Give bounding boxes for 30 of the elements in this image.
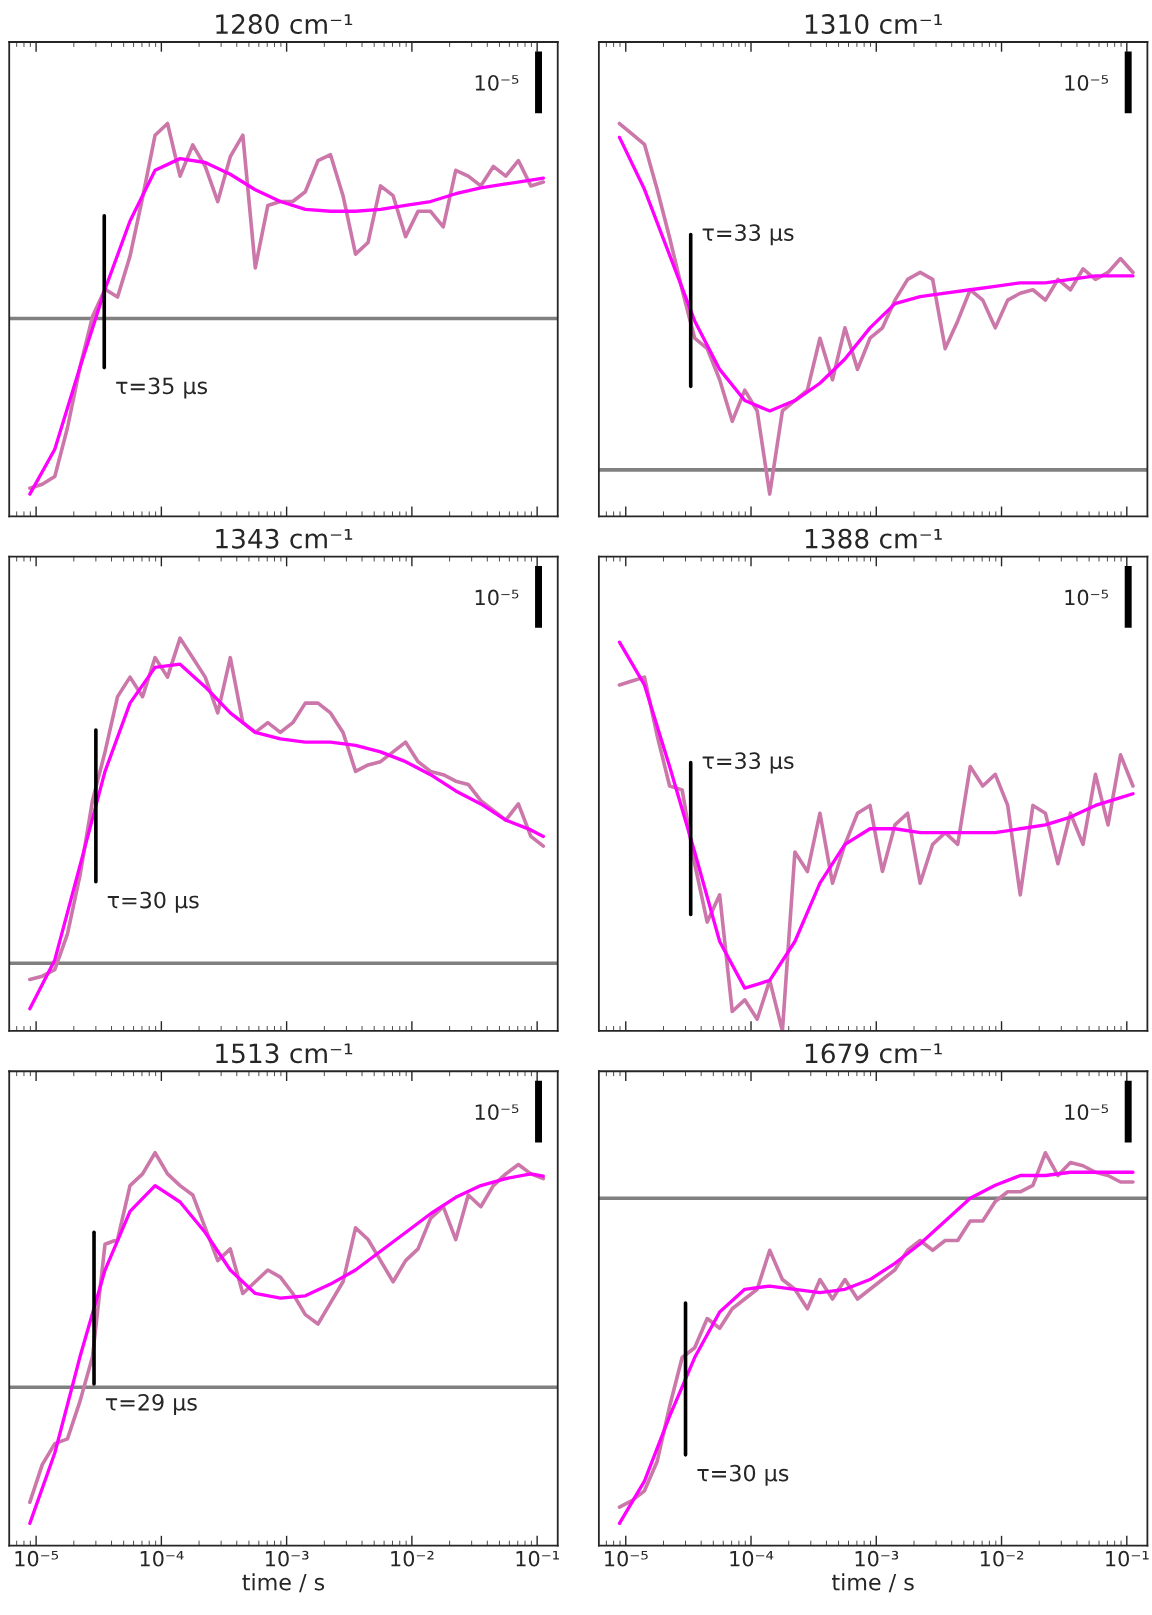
chart-title: 1343 cm⁻¹ — [216, 528, 353, 549]
ref-line-label: τ=29 μs — [105, 1393, 197, 1416]
text: 10⁻⁵ — [475, 74, 519, 91]
x-tick-label: 10⁻³ — [855, 1550, 899, 1567]
chart-title: 1388 cm⁻¹ — [805, 528, 942, 549]
x-tick-label: 10⁻¹ — [516, 1550, 559, 1567]
ref-line-label: τ=33 μs — [702, 224, 794, 246]
ref-line-label: τ=35 μs — [116, 377, 208, 399]
x-tick-label: 10⁻² — [980, 1550, 1024, 1567]
x-tick-label: 10⁻⁵ — [605, 1550, 648, 1567]
x-tick-label: 10⁻² — [391, 1550, 434, 1567]
x-axis-title: time / s — [832, 1573, 914, 1593]
x-tick-label: 10⁻⁴ — [730, 1550, 774, 1567]
chart-title: 1679 cm⁻¹ — [805, 1043, 942, 1064]
chart-title: 1280 cm⁻¹ — [216, 14, 353, 35]
ref-line-label: τ=33 μs — [702, 752, 794, 774]
text: 10⁻⁵ — [1065, 1104, 1108, 1120]
x-tick-label: 10⁻⁴ — [140, 1550, 184, 1567]
x-axis-title: time / s — [242, 1573, 325, 1593]
text: 10⁻⁵ — [1065, 74, 1108, 91]
text: 10⁻⁵ — [1065, 589, 1108, 606]
x-tick-label: 10⁻⁵ — [15, 1550, 59, 1567]
chart-title: 1310 cm⁻¹ — [805, 14, 942, 35]
ref-line-label: τ=30 μs — [107, 891, 199, 913]
text: 10⁻⁵ — [475, 1104, 519, 1120]
text: 10⁻⁵ — [475, 589, 519, 606]
x-tick-label: 10⁻³ — [265, 1550, 309, 1567]
chart-title: 1513 cm⁻¹ — [216, 1043, 353, 1064]
x-tick-label: 10⁻¹ — [1106, 1550, 1149, 1567]
ref-line-label: τ=30 μs — [697, 1464, 789, 1486]
